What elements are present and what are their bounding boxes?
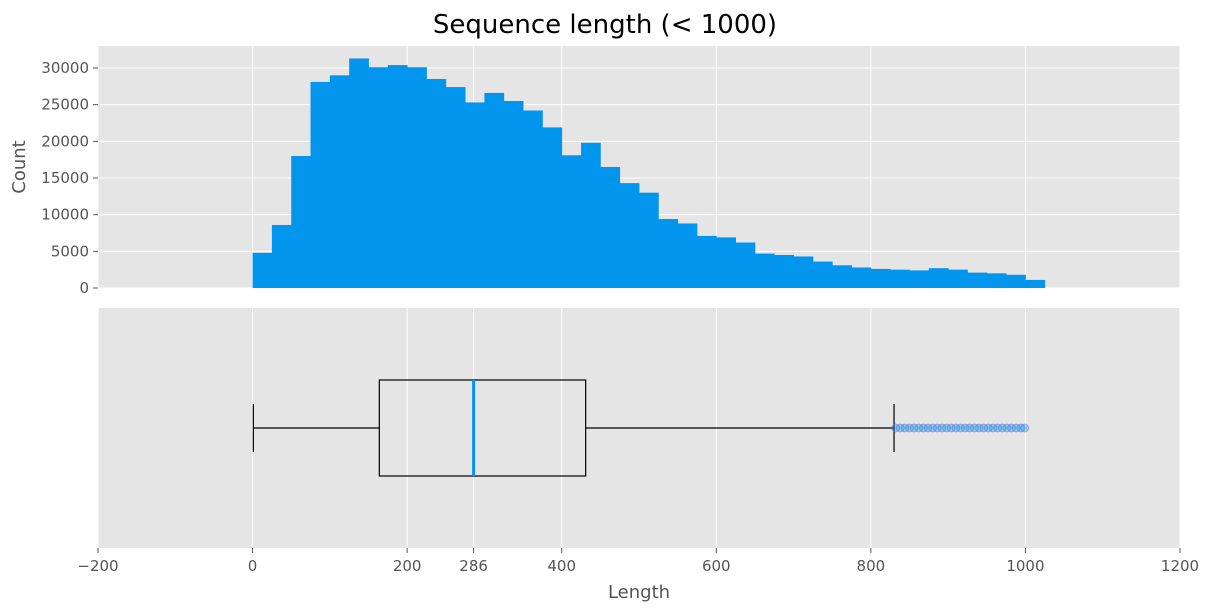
outlier-point <box>993 423 1003 433</box>
y-tick-label: 30000 <box>41 59 89 77</box>
histogram-bar <box>870 268 891 288</box>
outlier-point <box>951 423 961 433</box>
histogram-bar <box>600 167 621 288</box>
x-tick-label: 1000 <box>1006 557 1044 575</box>
histogram-bar <box>639 192 659 288</box>
x-tick-label: 0 <box>248 557 258 575</box>
histogram-y-tick-labels: 0 5000 10000 15000 20000 25000 30000 <box>41 59 98 297</box>
x-tick-label: −200 <box>77 557 118 575</box>
outlier-point <box>923 423 933 433</box>
histogram-bar <box>252 252 273 288</box>
outlier-point <box>988 423 998 433</box>
histogram-bar <box>677 223 698 288</box>
y-tick-label: 20000 <box>41 132 89 150</box>
y-tick-label: 10000 <box>41 206 89 224</box>
histogram-bar <box>484 92 505 288</box>
histogram-bar <box>812 261 833 288</box>
boxplot-panel: −200 0 200 286 400 600 800 1000 1200 Length <box>77 308 1199 603</box>
outlier-point <box>932 423 942 433</box>
histogram-bar <box>310 81 331 288</box>
histogram-bar <box>716 237 737 288</box>
x-tick-label: 200 <box>393 557 422 575</box>
x-tick-label: 800 <box>857 557 886 575</box>
histogram-bar <box>793 256 814 288</box>
y-tick-label: 25000 <box>41 96 89 114</box>
histogram-bar <box>909 270 930 288</box>
histogram-bar <box>445 87 466 288</box>
histogram-bar <box>503 101 524 288</box>
boxplot <box>252 379 1030 477</box>
y-tick-label: 15000 <box>41 169 89 187</box>
outlier-point <box>1011 423 1021 433</box>
outlier-point <box>960 423 970 433</box>
y-tick-label: 5000 <box>51 242 89 260</box>
outlier-point <box>946 423 956 433</box>
histogram-bar <box>523 110 543 289</box>
y-tick-label: 0 <box>79 279 89 297</box>
outlier-point <box>891 423 901 433</box>
outlier-point <box>997 423 1007 433</box>
histogram-bar <box>368 67 389 289</box>
histogram-bar <box>948 269 968 288</box>
histogram-bar <box>619 183 640 288</box>
boxplot-gridlines <box>97 308 1181 548</box>
histogram-bar <box>542 127 563 289</box>
histogram-bar <box>774 255 794 288</box>
histogram-bar <box>271 224 292 288</box>
histogram-bar <box>291 156 311 288</box>
x-axis-label: Length <box>608 582 670 603</box>
histogram-bar <box>426 79 447 288</box>
histogram-panel: 0 5000 10000 15000 20000 25000 30000 Count <box>9 46 1181 297</box>
outlier-point <box>956 423 966 433</box>
outlier-point <box>979 423 989 433</box>
histogram-bar <box>754 253 775 288</box>
outlier-point <box>895 423 905 433</box>
histogram-bar <box>465 102 485 288</box>
chart-title: Sequence length (< 1000) <box>433 10 777 40</box>
outlier-point <box>983 423 993 433</box>
outlier-point <box>965 423 975 433</box>
histogram-bar <box>986 273 1007 288</box>
histogram-bar <box>561 155 582 288</box>
histogram-bars <box>252 58 1046 289</box>
histogram-bar <box>581 142 601 288</box>
outlier-point <box>942 423 952 433</box>
x-tick-label: 286 <box>459 557 488 575</box>
histogram-bar <box>832 265 852 288</box>
histogram-bar <box>851 267 872 288</box>
outlier-point <box>937 423 947 433</box>
outlier-point <box>1020 423 1030 433</box>
outlier-point <box>1007 423 1017 433</box>
outlier-point <box>1002 423 1012 433</box>
histogram-bar <box>329 75 350 288</box>
outlier-point <box>914 423 924 433</box>
outlier-point <box>905 423 914 433</box>
outlier-point <box>974 423 984 433</box>
x-tick-labels: −200 0 200 286 400 600 800 1000 1200 <box>77 548 1199 575</box>
outlier-point <box>918 423 928 433</box>
outlier-point <box>900 423 910 433</box>
x-tick-label: 600 <box>702 557 731 575</box>
histogram-bar <box>658 219 679 288</box>
histogram-bar <box>696 235 717 288</box>
y-axis-label: Count <box>9 140 30 193</box>
x-tick-label: 1200 <box>1161 557 1199 575</box>
interquartile-box <box>378 379 587 477</box>
histogram-bar <box>1025 279 1046 288</box>
histogram-bar <box>407 67 427 289</box>
histogram-bar <box>735 242 756 288</box>
histogram-bar <box>349 58 369 288</box>
histogram-bar <box>387 65 408 288</box>
outlier-point <box>909 423 919 433</box>
outlier-point <box>969 423 979 433</box>
x-tick-label: 400 <box>547 557 576 575</box>
histogram-bar <box>1006 274 1026 288</box>
histogram-bar <box>928 268 949 288</box>
histogram-bar <box>890 269 910 288</box>
outlier-point <box>928 423 938 433</box>
histogram-bar <box>967 272 988 288</box>
